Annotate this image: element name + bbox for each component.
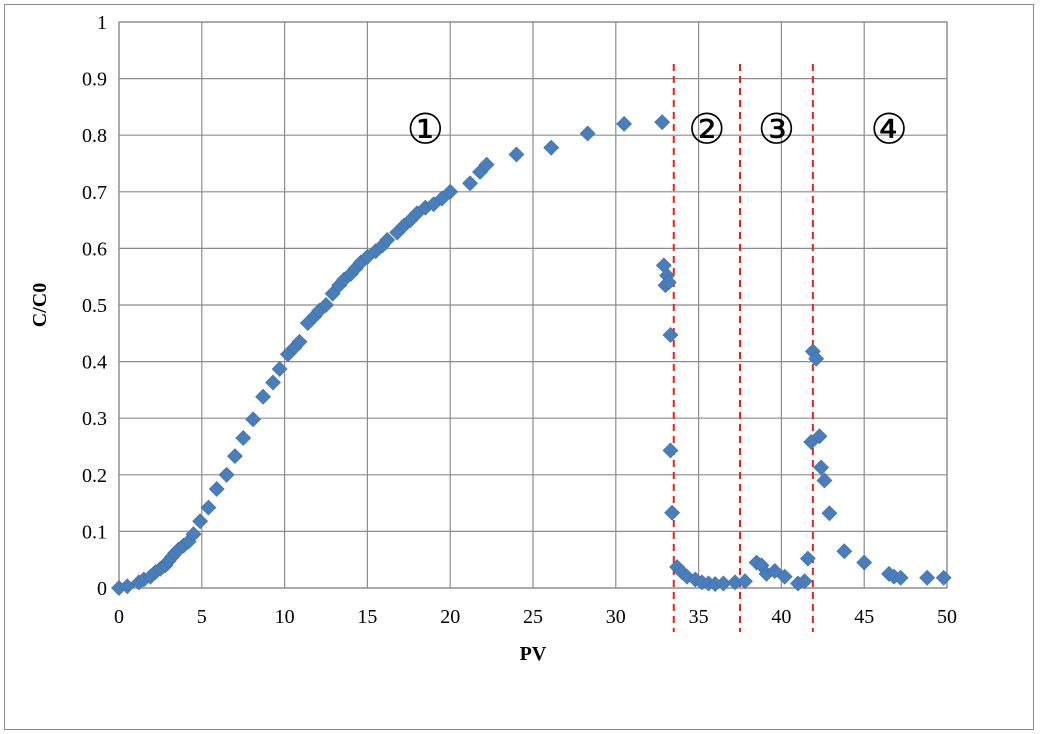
data-point — [200, 499, 217, 516]
y-tick-label: 0.7 — [82, 182, 107, 204]
y-axis-title: C/C0 — [29, 283, 51, 327]
data-points — [111, 114, 952, 596]
x-tick-label: 0 — [114, 606, 124, 628]
data-point — [508, 146, 525, 163]
data-point — [654, 114, 671, 131]
data-point — [185, 526, 202, 543]
data-point — [776, 568, 793, 585]
data-point — [218, 466, 235, 483]
y-tick-label: 0.4 — [82, 352, 107, 374]
data-point — [478, 156, 495, 173]
data-point — [715, 575, 732, 592]
data-point — [616, 115, 633, 132]
data-point — [856, 554, 873, 571]
x-tick-label: 40 — [771, 606, 791, 628]
y-tick-label: 0 — [97, 578, 107, 600]
x-tick-label: 15 — [357, 606, 377, 628]
data-point — [543, 139, 560, 156]
y-tick-label: 0.6 — [82, 238, 107, 260]
x-tick-label: 35 — [689, 606, 709, 628]
x-tick-label: 5 — [197, 606, 207, 628]
y-tick-label: 0.3 — [82, 408, 107, 430]
region-label: ① — [407, 105, 445, 154]
y-tick-label: 0.9 — [82, 69, 107, 91]
data-point — [813, 459, 830, 476]
region-label: ② — [688, 105, 726, 154]
data-point — [664, 504, 681, 521]
data-point — [462, 175, 478, 192]
x-tick-label: 10 — [275, 606, 295, 628]
data-point — [318, 297, 334, 313]
data-point — [816, 472, 833, 489]
chart-frame — [4, 4, 1034, 730]
data-point — [811, 428, 828, 445]
y-tick-label: 0.1 — [82, 521, 107, 543]
x-axis-title: PV — [520, 643, 547, 665]
data-point — [235, 430, 252, 446]
data-point — [737, 573, 753, 590]
data-point — [442, 183, 459, 200]
y-tick-label: 0.5 — [82, 295, 107, 317]
data-point — [379, 231, 396, 248]
data-point — [119, 578, 136, 595]
data-point — [192, 513, 209, 530]
data-point — [836, 543, 853, 560]
data-point — [808, 350, 825, 367]
data-point — [265, 374, 281, 391]
x-tick-label: 50 — [937, 606, 957, 628]
data-point — [271, 361, 288, 377]
x-tick-label: 45 — [854, 606, 874, 628]
data-point — [245, 411, 262, 428]
data-point — [796, 573, 813, 590]
data-point — [799, 550, 816, 567]
data-point — [935, 569, 952, 586]
gridlines — [118, 21, 948, 589]
data-point — [662, 442, 679, 459]
x-tick-label: 25 — [523, 606, 543, 628]
data-point — [291, 333, 308, 350]
x-tick-label: 30 — [606, 606, 626, 628]
y-tick-label: 0.2 — [82, 465, 107, 487]
data-point — [208, 481, 225, 497]
data-point — [662, 327, 679, 343]
data-point — [660, 274, 677, 291]
region-label: ③ — [758, 105, 796, 154]
region-label: ④ — [870, 105, 908, 154]
region-dividers — [672, 64, 814, 632]
data-point — [579, 125, 596, 142]
data-point — [255, 388, 271, 405]
y-tick-label: 1 — [97, 12, 107, 34]
data-point — [892, 569, 909, 586]
y-tick-label: 0.8 — [82, 125, 107, 147]
data-point — [766, 563, 783, 579]
data-point — [226, 448, 243, 465]
tick-labels: 0 5 10 15 20 25 30 35 40 45 50 0 0.1 0.2 0.3 0.4 0.5 0.6 0… — [82, 12, 957, 628]
data-point — [821, 505, 838, 522]
x-tick-label: 20 — [440, 606, 460, 628]
data-point — [919, 569, 936, 586]
plot-area-border — [118, 21, 948, 589]
